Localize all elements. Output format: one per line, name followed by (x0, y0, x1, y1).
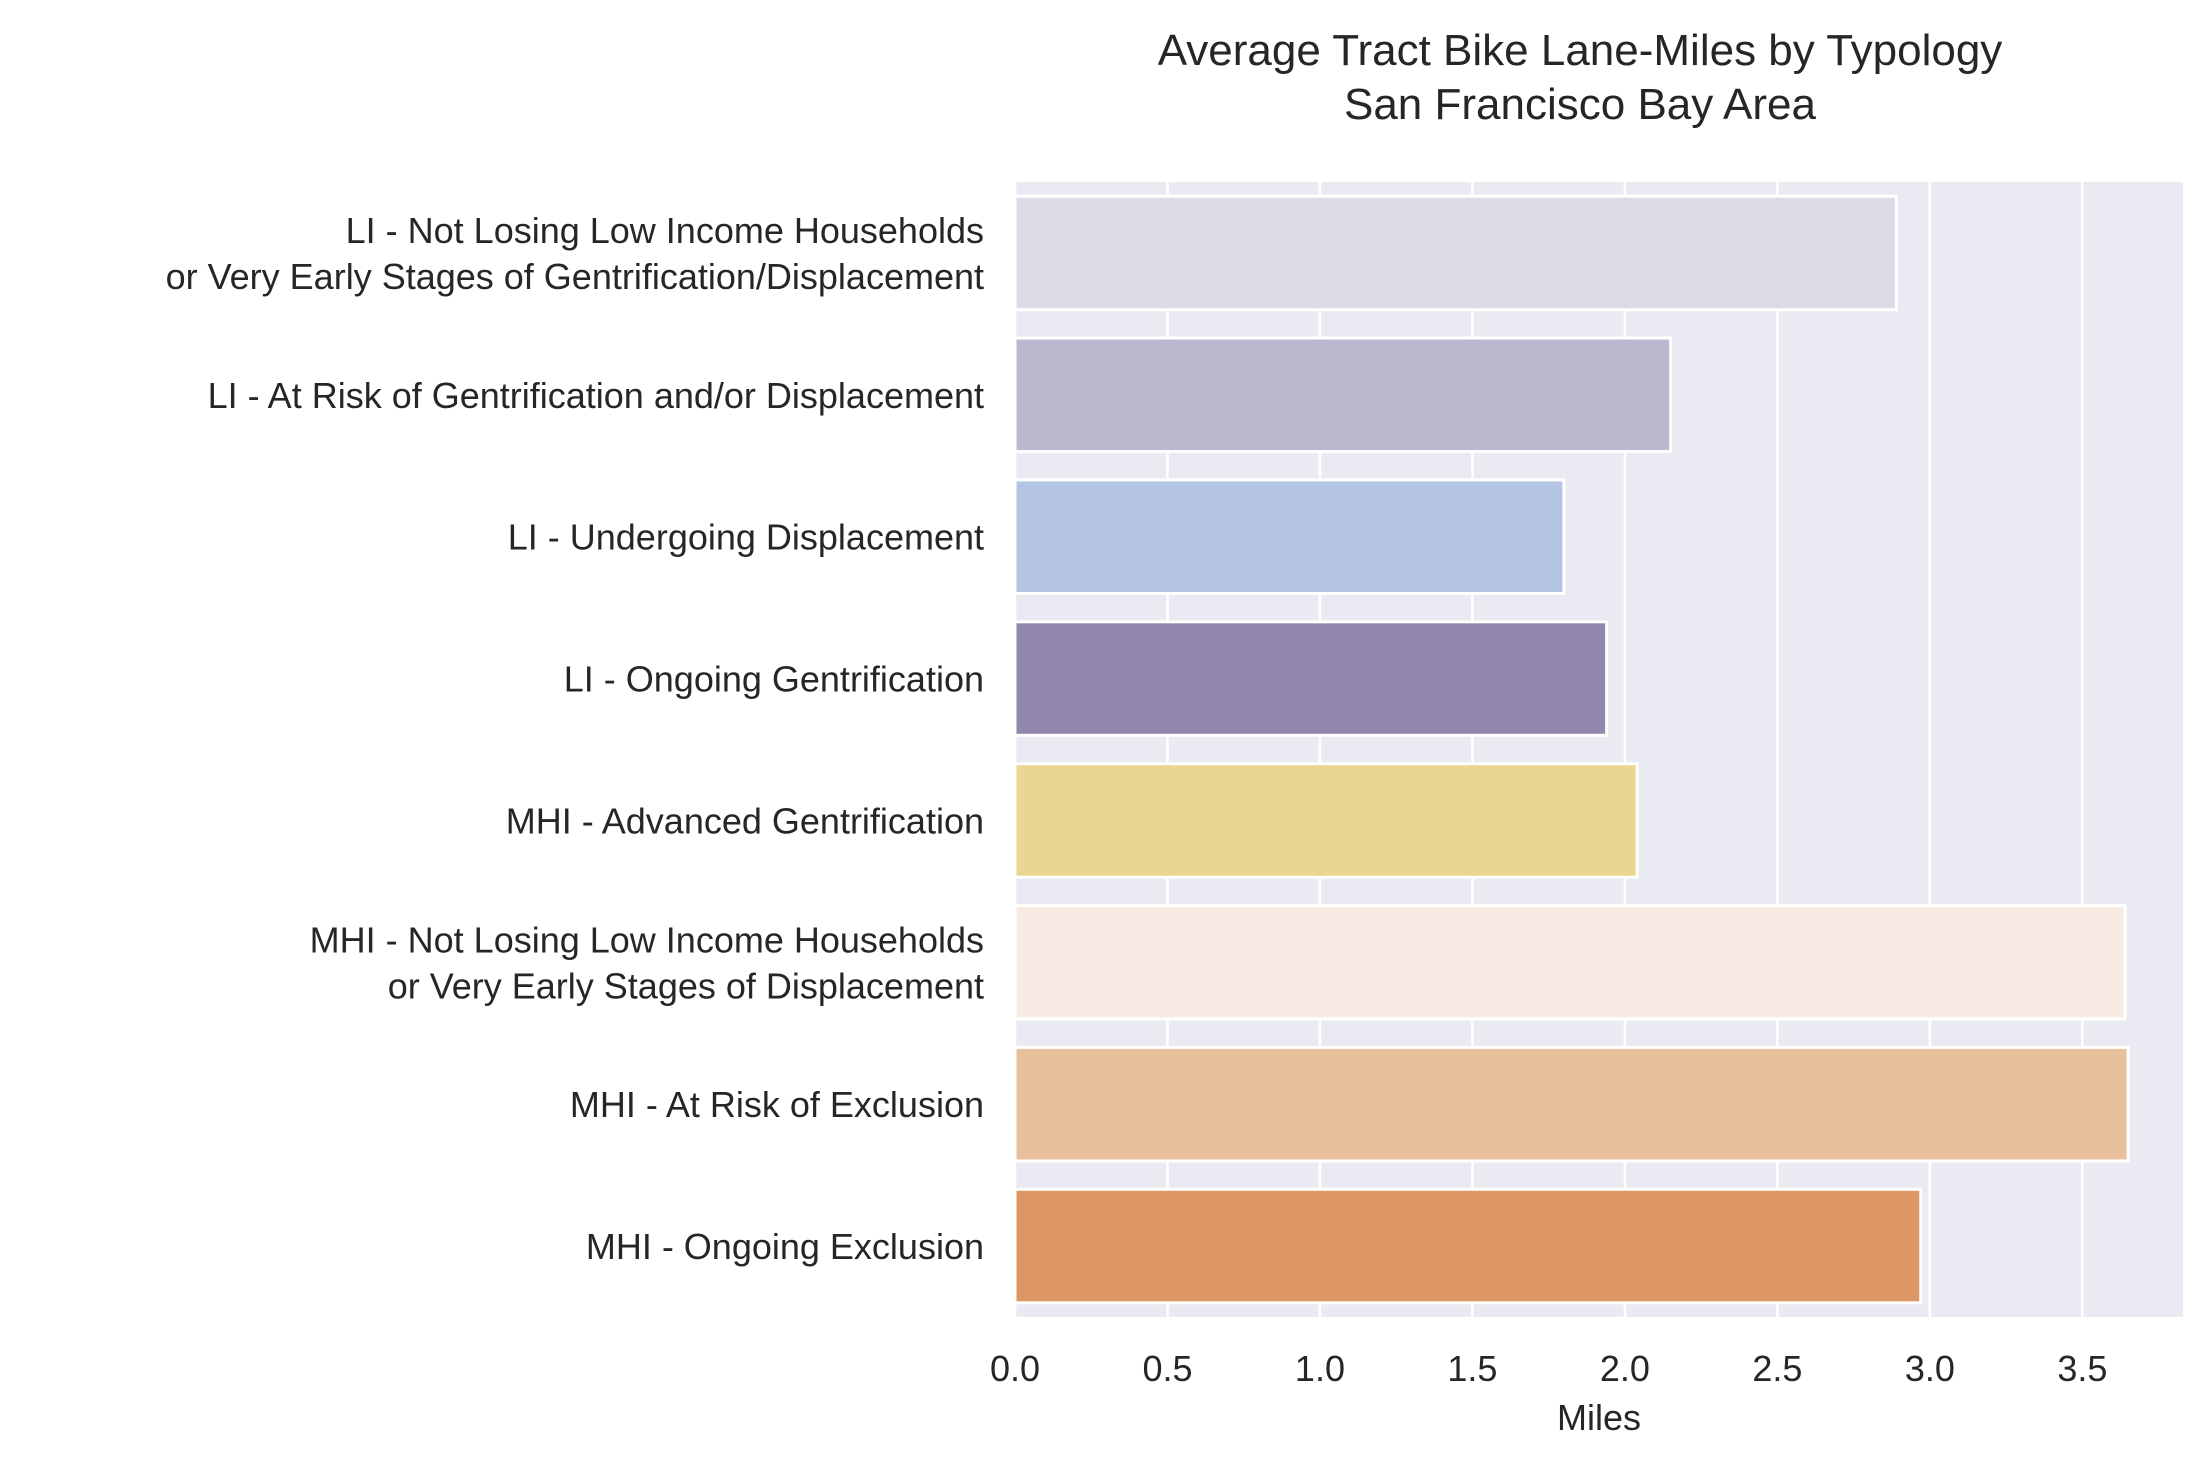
chart-title: Average Tract Bike Lane-Miles by Typolog… (1158, 26, 2003, 129)
x-tick-label: 1.5 (1447, 1348, 1497, 1389)
bars (1013, 194, 2130, 1305)
x-axis-label: Miles (1557, 1397, 1641, 1438)
category-label: LI - Ongoing Gentrification (564, 659, 984, 700)
x-tick-label: 2.0 (1600, 1348, 1650, 1389)
category-label: MHI - Ongoing Exclusion (586, 1226, 984, 1267)
category-label: MHI - Advanced Gentrification (506, 800, 984, 841)
chart-title-line-1: Average Tract Bike Lane-Miles by Typolog… (1158, 26, 2003, 75)
bar (1013, 620, 1609, 737)
x-tick-label: 0.0 (990, 1348, 1040, 1389)
category-label: LI - Undergoing Displacement (508, 517, 984, 558)
bar (1013, 904, 2127, 1021)
chart-title-line-2: San Francisco Bay Area (1344, 80, 1817, 129)
category-label: MHI - Not Losing Low Income Households or… (310, 919, 984, 1006)
bar (1013, 1187, 1923, 1305)
bar (1013, 478, 1566, 595)
category-label: LI - Not Losing Low Income Households or … (166, 210, 984, 297)
bar (1013, 1045, 2130, 1163)
bar (1013, 194, 1898, 312)
x-tick-label: 3.5 (2057, 1348, 2107, 1389)
bar (1013, 762, 1639, 879)
bar (1013, 336, 1673, 454)
x-tick-label: 2.5 (1752, 1348, 1802, 1389)
x-tick-label: 3.0 (1905, 1348, 1955, 1389)
x-tick-label: 1.0 (1295, 1348, 1345, 1389)
x-tick-labels: 0.0 0.5 1.0 1.5 2.0 2.5 3.0 3.5 (990, 1348, 2107, 1389)
x-tick-label: 0.5 (1142, 1348, 1192, 1389)
category-label: MHI - At Risk of Exclusion (570, 1084, 984, 1125)
category-labels: LI - Not Losing Low Income Households or … (166, 210, 984, 1267)
category-label: LI - At Risk of Gentrification and/or Di… (208, 375, 984, 416)
